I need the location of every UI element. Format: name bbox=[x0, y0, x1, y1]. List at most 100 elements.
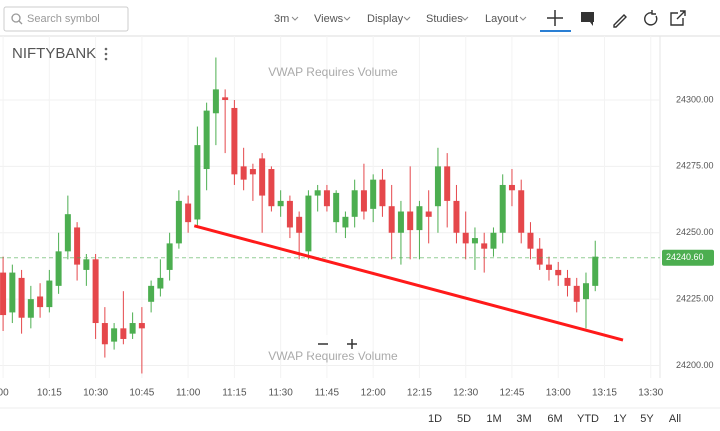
layout-menu[interactable]: Layout bbox=[485, 13, 518, 25]
draw-tool[interactable] bbox=[613, 14, 627, 28]
candle-body bbox=[508, 184, 515, 191]
popout-tool[interactable] bbox=[670, 10, 686, 26]
candle-body bbox=[342, 216, 349, 228]
candle-body bbox=[536, 248, 543, 265]
candle-body bbox=[323, 190, 330, 207]
range-button[interactable]: 1D bbox=[428, 413, 442, 425]
candle-body bbox=[203, 110, 210, 170]
search-icon bbox=[18, 20, 23, 25]
candle-body bbox=[425, 211, 432, 217]
candle-body bbox=[268, 169, 275, 207]
x-tick-label: 11:00 bbox=[176, 388, 201, 399]
range-button[interactable]: 3M bbox=[516, 413, 531, 425]
candle-body bbox=[74, 227, 81, 265]
candle-body bbox=[582, 283, 589, 300]
zoom-control bbox=[310, 335, 364, 353]
candle-body bbox=[379, 179, 386, 207]
candle-body bbox=[286, 200, 293, 228]
candle-body bbox=[64, 214, 71, 252]
candle-body bbox=[564, 277, 571, 286]
candle-body bbox=[18, 277, 25, 318]
candle-body bbox=[462, 232, 469, 244]
candle-body bbox=[259, 158, 266, 196]
candle-body bbox=[277, 200, 284, 207]
candle-body bbox=[0, 272, 7, 316]
candle-body bbox=[490, 232, 497, 249]
interval-menu[interactable]: 3m bbox=[274, 13, 289, 25]
candle-body bbox=[555, 269, 562, 276]
candle-body bbox=[138, 323, 145, 329]
candle-body bbox=[397, 211, 404, 233]
x-tick-label: 13:30 bbox=[638, 388, 663, 399]
y-tick-label: 24300.00 bbox=[676, 94, 714, 104]
candle-body bbox=[92, 259, 99, 324]
candle-body bbox=[231, 107, 238, 175]
x-tick-label: 13:15 bbox=[592, 388, 617, 399]
x-tick-label: 12:45 bbox=[499, 388, 524, 399]
comment-tool[interactable] bbox=[581, 12, 594, 26]
x-tick-label: 10:45 bbox=[129, 388, 154, 399]
candle-body bbox=[360, 190, 367, 212]
candle-body bbox=[407, 211, 414, 231]
range-button[interactable]: 5Y bbox=[640, 413, 654, 425]
candle-body bbox=[518, 190, 525, 233]
candle-body bbox=[194, 145, 201, 220]
x-tick-label: 11:30 bbox=[269, 388, 294, 399]
candle-body bbox=[499, 184, 506, 233]
candle-body bbox=[37, 296, 44, 308]
x-tick-label: 10:30 bbox=[83, 388, 108, 399]
candle-body bbox=[55, 251, 62, 286]
studies-menu[interactable]: Studies bbox=[426, 13, 463, 25]
candle-body bbox=[46, 280, 53, 308]
last-price-label: 24240.60 bbox=[666, 252, 704, 262]
candle-body bbox=[351, 190, 358, 217]
x-tick-label: 11:15 bbox=[222, 388, 247, 399]
crosshair-tool[interactable] bbox=[540, 10, 571, 32]
y-tick-label: 24250.00 bbox=[676, 227, 714, 237]
y-tick-label: 24200.00 bbox=[676, 360, 714, 370]
candle-body bbox=[333, 192, 340, 223]
range-button[interactable]: YTD bbox=[577, 413, 599, 425]
candle-body bbox=[388, 206, 395, 233]
candle-body bbox=[148, 285, 155, 302]
candle-body bbox=[592, 256, 599, 286]
candle-body bbox=[175, 200, 182, 244]
candle-body bbox=[27, 299, 34, 318]
candle-body bbox=[120, 328, 127, 339]
display-menu[interactable]: Display bbox=[367, 13, 404, 25]
candle-body bbox=[212, 89, 219, 114]
symbol-menu[interactable] bbox=[104, 47, 108, 61]
range-button[interactable]: 1M bbox=[486, 413, 501, 425]
range-button[interactable]: All bbox=[669, 413, 681, 425]
study-notice: VWAP Requires Volume bbox=[268, 349, 398, 363]
range-button[interactable]: 5D bbox=[457, 413, 471, 425]
candle-body bbox=[222, 97, 229, 100]
candle-body bbox=[83, 259, 90, 270]
candle-body bbox=[527, 232, 534, 249]
reset-tool[interactable] bbox=[644, 10, 658, 26]
range-button[interactable]: 6M bbox=[547, 413, 562, 425]
trend-line bbox=[193, 224, 624, 342]
candle-body bbox=[573, 285, 580, 302]
candle-body bbox=[166, 243, 173, 270]
views-menu[interactable]: Views bbox=[314, 13, 344, 25]
candle-body bbox=[296, 216, 303, 233]
search-placeholder: Search symbol bbox=[27, 13, 100, 25]
zoom-in[interactable] bbox=[347, 339, 357, 349]
candle-body bbox=[240, 166, 247, 180]
study-notice: VWAP Requires Volume bbox=[268, 65, 398, 79]
candle-body bbox=[545, 264, 552, 270]
candle-body bbox=[157, 277, 164, 289]
x-tick-label: 13:00 bbox=[546, 388, 571, 399]
candle-body bbox=[314, 190, 321, 196]
range-button[interactable]: 1Y bbox=[613, 413, 627, 425]
candle-body bbox=[370, 179, 377, 209]
candle-body bbox=[129, 323, 136, 334]
x-tick-label: 11:45 bbox=[315, 388, 340, 399]
search-box[interactable] bbox=[3, 6, 129, 32]
plot-area bbox=[0, 36, 660, 378]
candle-body bbox=[416, 206, 423, 231]
